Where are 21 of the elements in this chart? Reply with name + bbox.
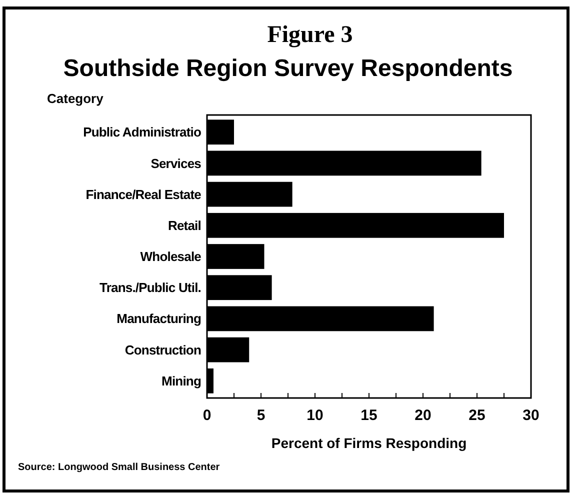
x-tick-label: 15 xyxy=(360,407,378,424)
chart-title: Figure 3 xyxy=(267,22,353,48)
y-tick-label: Finance/Real Estate xyxy=(86,186,202,202)
x-tick-label: 20 xyxy=(414,407,432,424)
y-tick-label: Services xyxy=(150,156,202,171)
x-tick-label: 10 xyxy=(306,407,324,424)
y-tick-label: Construction xyxy=(124,342,202,358)
y-tick-label: Trans./Public Util. xyxy=(100,280,201,296)
x-tick-label: 5 xyxy=(256,407,266,424)
y-axis-title: Category xyxy=(47,91,104,106)
x-tick-label: 30 xyxy=(522,407,540,424)
chart-subtitle: Southside Region Survey Respondents xyxy=(63,55,513,82)
x-axis-title: Percent of Firms Responding xyxy=(271,435,467,451)
x-tick-label: 0 xyxy=(202,407,212,424)
y-tick-label: Public Administratio xyxy=(83,124,202,140)
y-tick-label: Retail xyxy=(168,218,201,233)
y-tick-label: Wholesale xyxy=(140,249,202,264)
y-tick-label: Manufacturing xyxy=(116,311,202,326)
x-tick-label: 25 xyxy=(468,407,486,424)
y-tick-label: Mining xyxy=(162,373,202,388)
source-note: Source: Longwood Small Business Center xyxy=(18,462,220,473)
